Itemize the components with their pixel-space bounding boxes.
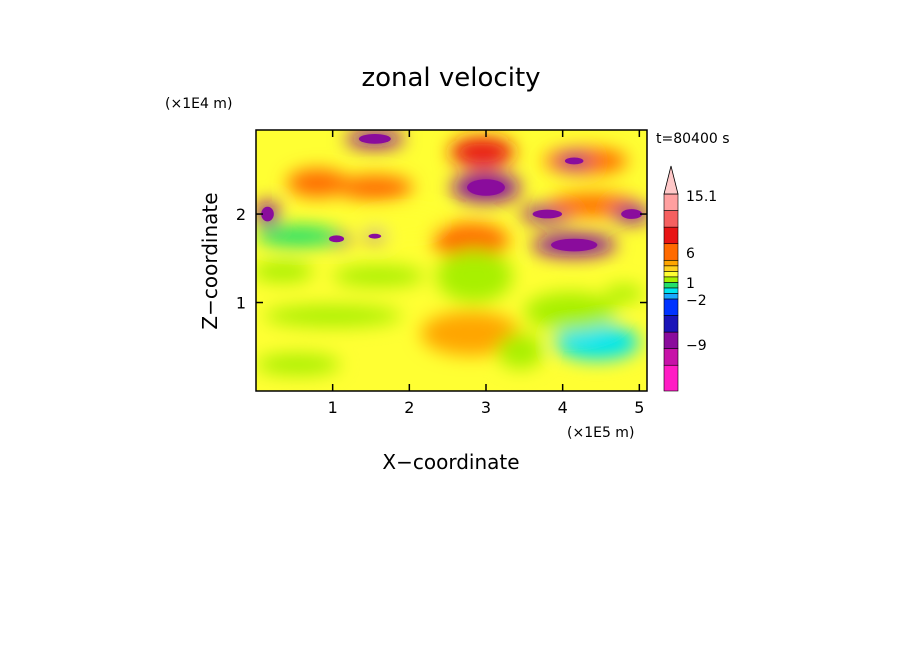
field-feature-17	[332, 265, 425, 287]
field-core-2	[467, 179, 505, 196]
colorbar-segment	[663, 243, 679, 261]
field-feature-26	[604, 284, 644, 303]
colorbar-segment	[663, 226, 679, 245]
colorbar-label: −9	[686, 338, 707, 354]
colorbar-segment	[663, 259, 679, 267]
colorbar-segment	[663, 276, 679, 283]
field-core-6	[564, 157, 584, 165]
field-feature-13	[359, 212, 444, 234]
field-core-25	[261, 206, 274, 222]
colorbar-label: 15.1	[686, 189, 717, 205]
field-feature-23	[497, 333, 544, 369]
field-core-8	[550, 238, 598, 252]
colorbar-segment	[663, 331, 679, 349]
field-feature-15	[436, 249, 513, 303]
plot-frame	[255, 129, 648, 392]
colorbar-segment	[663, 293, 679, 300]
field-feature-19	[555, 324, 640, 361]
colorbar-label: 1	[686, 276, 695, 292]
time-label: t=80400 s	[656, 131, 730, 147]
x-tick-label: 3	[481, 398, 491, 417]
colorbar-segment	[663, 348, 679, 366]
colorbar-extend-arrow	[663, 165, 679, 195]
field-feature-20	[524, 291, 617, 331]
x-tick-label: 5	[634, 398, 644, 417]
chart-title: zonal velocity	[361, 63, 540, 93]
field-feature-1	[449, 137, 515, 168]
y-axis-label: Z−coordinate	[198, 192, 222, 329]
y-tick-label: 1	[236, 294, 246, 313]
colorbar-segment	[663, 193, 679, 211]
x-tick-label: 4	[558, 398, 568, 417]
x-tick-label: 1	[328, 398, 338, 417]
colorbar-segment	[663, 287, 679, 294]
velocity-field	[256, 130, 647, 391]
colorbar: 15.1 6 1−2 −9	[663, 165, 717, 392]
colorbar-segment	[663, 265, 679, 272]
field-feature-4	[336, 175, 414, 200]
field-feature-12	[256, 225, 341, 247]
x-unit-label: (×1E5 m)	[567, 425, 634, 441]
field-core-0	[358, 133, 391, 144]
field-feature-3	[286, 168, 349, 198]
colorbar-label: −2	[686, 293, 707, 309]
x-axis-ticks: 1 2 3 4 5	[328, 130, 644, 417]
colorbar-segment	[663, 364, 679, 392]
field-feature-21	[420, 311, 521, 356]
colorbar-segment	[663, 282, 679, 289]
colorbar-segment	[663, 210, 679, 228]
field-feature-18	[263, 305, 402, 327]
field-core-11	[368, 233, 382, 239]
field-core-10	[328, 235, 345, 243]
colorbar-segment	[663, 315, 679, 333]
field-core-24	[621, 209, 643, 219]
field-core-7	[532, 209, 563, 219]
field-feature-16	[256, 260, 314, 283]
colorbar-segment	[663, 271, 679, 278]
field-features	[256, 130, 647, 376]
field-cores	[261, 133, 643, 252]
field-feature-14	[432, 222, 509, 259]
y-axis-ticks: 12	[236, 205, 647, 313]
colorbar-label: 6	[686, 246, 695, 262]
colorbar-segment	[663, 298, 679, 316]
x-tick-label: 2	[404, 398, 414, 417]
y-tick-label: 2	[236, 205, 246, 224]
y-unit-label: (×1E4 m)	[165, 96, 232, 112]
field-feature-22	[256, 353, 341, 376]
x-axis-label: X−coordinate	[382, 450, 519, 474]
